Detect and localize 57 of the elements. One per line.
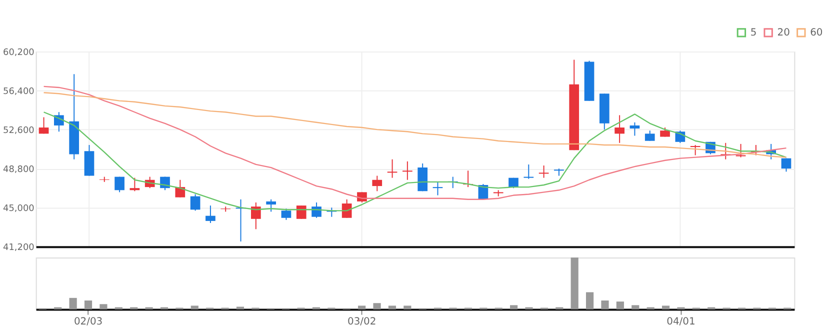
bar [404, 306, 412, 310]
legend-label: 60 [810, 28, 823, 39]
candlestick [99, 176, 110, 182]
bar [69, 298, 77, 310]
candlestick [281, 208, 292, 220]
legend-label: 20 [777, 28, 790, 39]
y-tick-label: 45,000 [3, 204, 35, 214]
legend-label: 5 [750, 28, 757, 39]
candlestick [630, 122, 640, 136]
x-tick-label: 03/02 [347, 316, 376, 328]
bar [601, 300, 609, 310]
candlestick [206, 205, 216, 224]
candlestick [296, 205, 306, 220]
y-tick-label: 60,200 [3, 48, 35, 58]
candlestick [312, 202, 322, 218]
candlestick [220, 206, 231, 212]
bar [616, 302, 624, 310]
y-tick-label: 41,200 [3, 243, 35, 254]
bar [586, 292, 594, 310]
candlestick [644, 130, 655, 142]
y-tick-label: 52,600 [3, 126, 35, 136]
y-tick-label: 48,800 [3, 165, 35, 176]
bar [632, 305, 640, 310]
candlestick [38, 116, 49, 134]
bar [236, 306, 244, 310]
candlestick [432, 181, 443, 196]
candlestick [538, 165, 549, 178]
candlestick [690, 144, 700, 156]
candlestick [402, 160, 412, 180]
bar [570, 258, 578, 310]
candlestick [130, 177, 140, 192]
candlestick [250, 202, 261, 230]
candlestick [418, 162, 428, 192]
candlestick [266, 198, 276, 212]
line-series [43, 86, 787, 200]
candlestick [736, 143, 746, 158]
x-tick-label: 02/03 [74, 316, 103, 328]
candlestick [114, 176, 124, 193]
x-tick-label: 04/01 [666, 316, 696, 328]
bar [358, 306, 366, 310]
candlestick [372, 175, 382, 192]
bar [388, 306, 396, 310]
bar [100, 304, 108, 310]
bar [373, 303, 381, 310]
candlestick [660, 127, 670, 138]
candlestick [387, 158, 398, 178]
y-tick-label: 56,400 [3, 87, 35, 98]
candlestick [175, 179, 186, 198]
bar [510, 305, 518, 310]
candlestick [190, 194, 200, 212]
bar [190, 306, 198, 310]
candlestick [524, 164, 534, 180]
candlestick [614, 114, 624, 144]
bar [84, 300, 92, 310]
candlestick [781, 158, 792, 172]
candlestick [554, 168, 564, 176]
bar [662, 306, 670, 310]
